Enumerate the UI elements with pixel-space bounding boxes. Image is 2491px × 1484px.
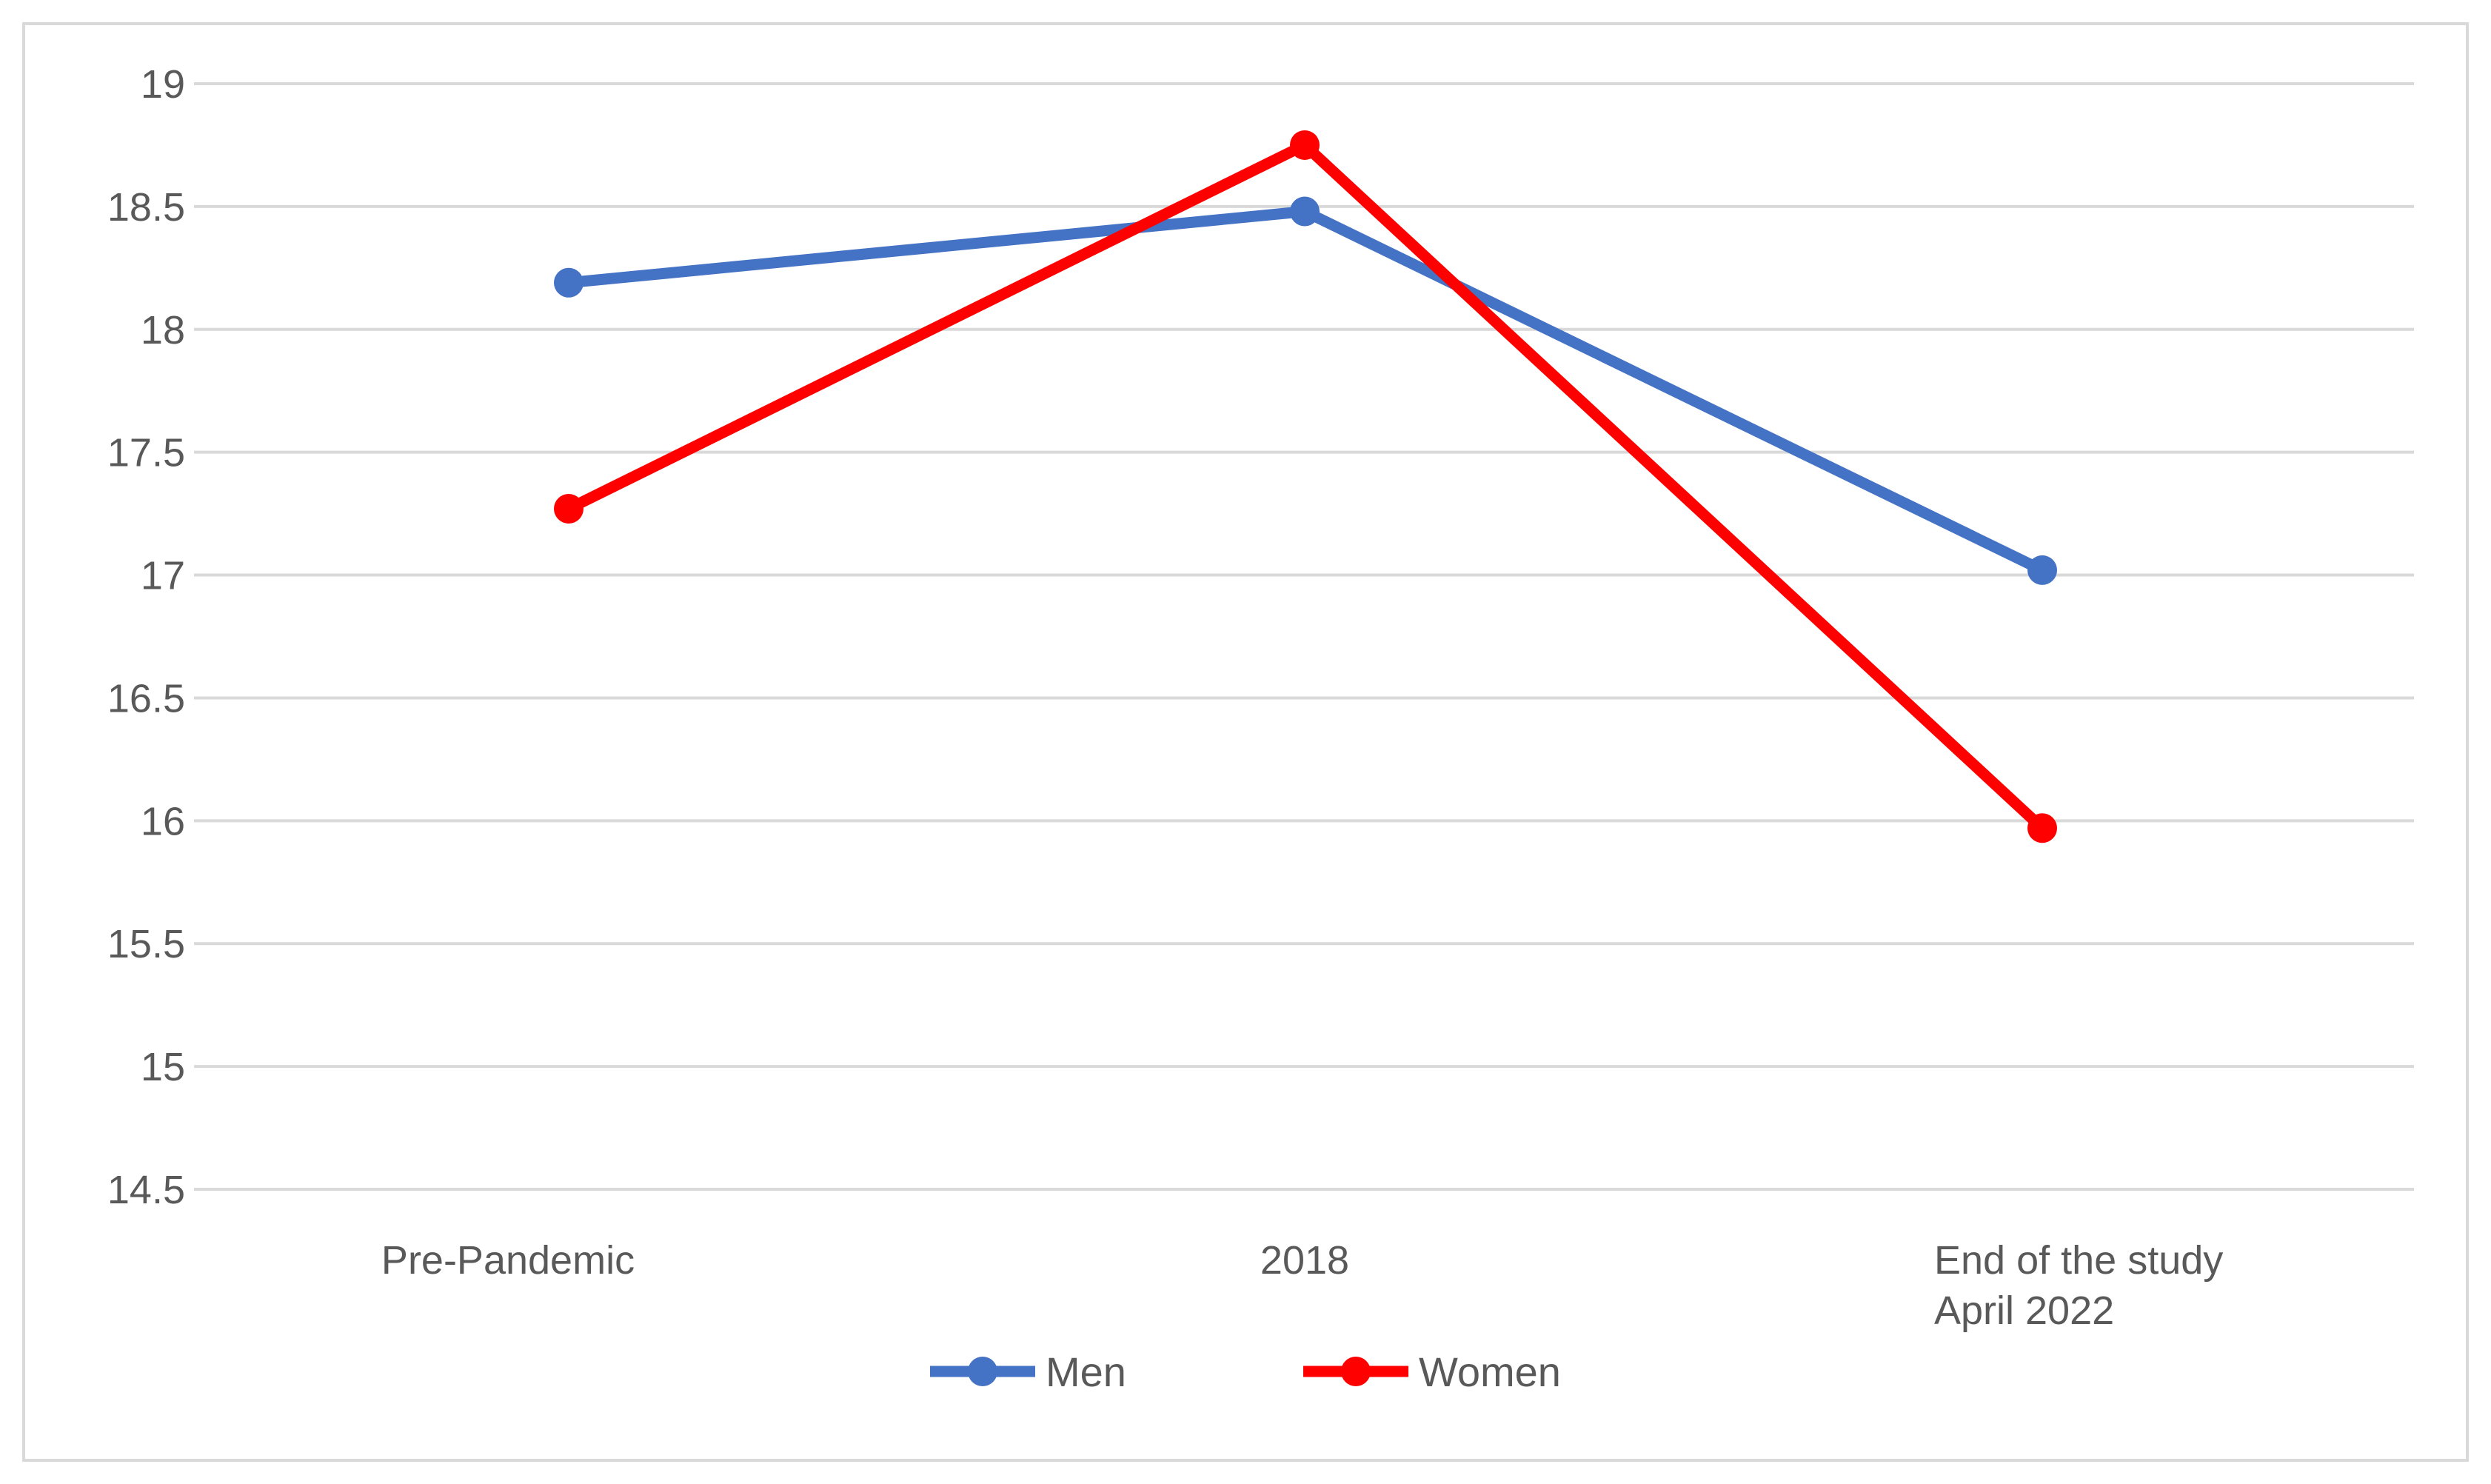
y-tick-label: 18 bbox=[141, 308, 185, 352]
y-axis-tick-labels: 14.5 15 15.5 16 16.5 17 17.5 18 18.5 19 bbox=[107, 62, 185, 1212]
legend-label-women: Women bbox=[1419, 1348, 1561, 1395]
data-point-men bbox=[554, 267, 584, 298]
y-tick-label: 17 bbox=[141, 554, 185, 598]
y-tick-label: 15 bbox=[141, 1045, 185, 1089]
gridlines bbox=[194, 82, 2414, 1191]
y-tick-label: 19 bbox=[141, 62, 185, 107]
x-axis-tick-labels: Pre-Pandemic 2018 End of the study April 20… bbox=[381, 1238, 2223, 1333]
chart-frame bbox=[22, 22, 2469, 1462]
data-point-women bbox=[554, 493, 584, 524]
series-line-men bbox=[563, 206, 2048, 576]
y-tick-label: 15.5 bbox=[107, 922, 185, 966]
series-line-women bbox=[563, 139, 2048, 834]
x-tick-label: End of the study bbox=[1934, 1238, 2223, 1283]
y-tick-label: 18.5 bbox=[107, 185, 185, 230]
x-tick-label: Pre-Pandemic bbox=[381, 1238, 635, 1283]
y-tick-label: 17.5 bbox=[107, 431, 185, 475]
data-point-women bbox=[1290, 130, 1320, 160]
y-tick-label: 14.5 bbox=[107, 1168, 185, 1212]
legend-swatch-marker bbox=[1341, 1357, 1371, 1386]
legend-label-men: Men bbox=[1046, 1348, 1126, 1395]
legend: Men Women bbox=[930, 1348, 1561, 1395]
x-tick-label: 2018 bbox=[1260, 1238, 1349, 1283]
x-tick-label: April 2022 bbox=[1934, 1289, 2114, 1333]
data-point-men bbox=[2027, 555, 2057, 585]
data-point-men bbox=[1290, 196, 1320, 227]
legend-swatch-marker bbox=[968, 1357, 997, 1386]
data-point-women bbox=[2027, 813, 2057, 843]
series-lines bbox=[554, 130, 2057, 843]
y-tick-label: 16 bbox=[141, 799, 185, 843]
y-tick-label: 16.5 bbox=[107, 676, 185, 721]
